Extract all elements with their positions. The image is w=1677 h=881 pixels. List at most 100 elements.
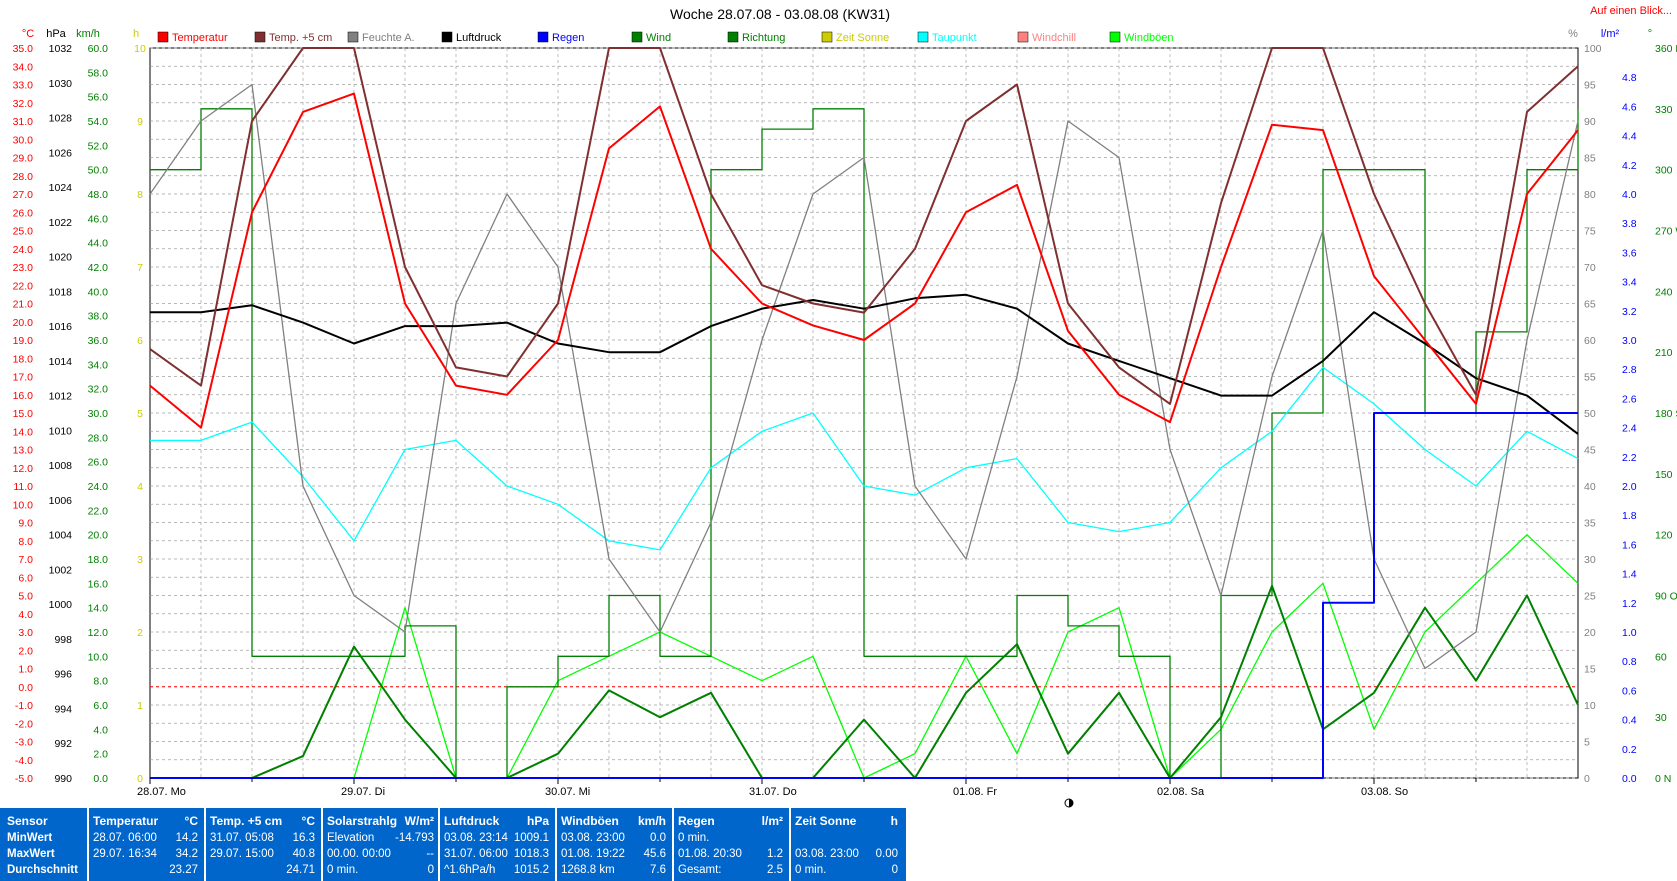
sun-tick: 4 — [137, 481, 143, 493]
sun-tick: 1 — [137, 700, 143, 712]
humidity-tick: 0 — [1584, 773, 1590, 785]
humidity-tick: 15 — [1584, 664, 1596, 676]
temp-tick: 7.0 — [18, 554, 33, 566]
pressure-tick: 1024 — [49, 182, 73, 194]
direction-tick: 120 — [1655, 530, 1673, 542]
temp-tick: -1.0 — [15, 700, 33, 712]
axis-unit: km/h — [76, 28, 100, 40]
solar-duration: 0 min. — [327, 864, 359, 876]
sonne-avg: 0 — [891, 864, 898, 876]
rain-tick: 1.8 — [1622, 510, 1637, 522]
pressure-tick: 1020 — [49, 252, 73, 264]
temp-tick: 11.0 — [13, 481, 33, 493]
temp-tick: -5.0 — [15, 773, 33, 785]
wind-tick: 52.0 — [88, 140, 109, 152]
pressure-tick: 1002 — [49, 564, 73, 576]
direction-tick: 60 — [1655, 651, 1667, 663]
sun-tick: 3 — [137, 554, 143, 566]
regen-max-time: 01.08. 20:30 — [678, 848, 742, 860]
chart-series — [149, 47, 1579, 779]
regen-total: 2.5 — [767, 864, 783, 876]
humidity-tick: 100 — [1584, 43, 1602, 55]
direction-tick: 240 — [1655, 286, 1673, 298]
temp-tick: 33.0 — [13, 80, 34, 92]
pressure-tick: 1018 — [49, 286, 73, 298]
direction-tick: 90 O — [1655, 591, 1677, 603]
temp-tick: 35.0 — [13, 43, 34, 55]
rain-tick: 4.8 — [1622, 72, 1637, 84]
luftdruck-max: 1018.3 — [513, 848, 549, 860]
windboeen-header: Windböen — [561, 814, 619, 828]
legend-label: Regen — [552, 32, 584, 44]
legend-label: Richtung — [742, 32, 785, 44]
temp-tick: 3.0 — [18, 627, 33, 639]
rain-tick: 3.0 — [1622, 335, 1637, 347]
temp5-avg: 24.71 — [286, 864, 315, 876]
legend-swatch — [821, 31, 833, 43]
luftdruck-unit: hPa — [526, 814, 549, 828]
temp-tick: 19.0 — [13, 335, 34, 347]
weather-chart: Woche 28.07.08 - 03.08.08 (KW31) Auf ein… — [13, 5, 1677, 808]
sonne-unit: h — [890, 814, 898, 828]
wind-tick: 60.0 — [88, 43, 109, 55]
temperatur-max: 34.2 — [175, 848, 198, 860]
temp5-min-time: 31.07. 05:08 — [210, 832, 274, 844]
temp-tick: -2.0 — [15, 718, 33, 730]
legend-swatch — [727, 31, 739, 43]
temp5-header: Temp. +5 cm — [210, 814, 283, 828]
series-richtung — [150, 108, 1579, 779]
legend-swatch — [631, 31, 643, 43]
pressure-tick: 1012 — [49, 391, 73, 403]
wind-tick: 24.0 — [88, 481, 109, 493]
rain-tick: 2.8 — [1622, 364, 1637, 376]
summary-windboeen: Windböen km/h 03.08. 23:00 0.0 01.08. 19… — [557, 808, 672, 881]
direction-tick: 210 — [1655, 347, 1673, 359]
pressure-tick: 990 — [54, 773, 72, 785]
rain-tick: 3.8 — [1622, 218, 1637, 230]
temperatur-min: 14.2 — [175, 832, 198, 844]
sun-tick: 10 — [134, 43, 146, 55]
temp-tick: -3.0 — [15, 737, 33, 749]
day-label: 31.07. Do — [749, 786, 797, 798]
axis-unit: °C — [22, 28, 34, 40]
legend-swatch — [1017, 31, 1029, 43]
humidity-tick: 5 — [1584, 737, 1590, 749]
wind-tick: 8.0 — [93, 676, 108, 688]
windboeen-min: 0.0 — [650, 832, 666, 844]
legend-swatch — [537, 31, 549, 43]
summary-temperatur: Temperatur °C 28.07. 06:00 14.2 29.07. 1… — [89, 808, 204, 881]
temperatur-min-time: 28.07. 06:00 — [93, 832, 157, 844]
overview-link[interactable]: Auf einen Blick... — [1590, 5, 1672, 17]
summary-regen: Regen l/m² 0 min. 01.08. 20:30 1.2 Gesam… — [674, 808, 789, 881]
wind-tick: 32.0 — [88, 384, 109, 396]
axis-unit: % — [1568, 28, 1578, 40]
humidity-tick: 70 — [1584, 262, 1596, 274]
direction-tick: 30 — [1655, 712, 1667, 724]
wind-tick: 36.0 — [88, 335, 109, 347]
rain-tick: 1.6 — [1622, 539, 1637, 551]
pressure-tick: 1030 — [49, 78, 73, 90]
temp-tick: 30.0 — [13, 134, 34, 146]
wind-tick: 2.0 — [93, 749, 108, 761]
summary-sensor: Sensor MinWert MaxWert Durchschnitt — [0, 808, 87, 881]
temp-tick: 28.0 — [13, 171, 34, 183]
day-label: 28.07. Mo — [137, 786, 186, 798]
sonne-max-time: 03.08. 23:00 — [795, 848, 859, 860]
solar-elev-value: -14.793 — [394, 832, 434, 844]
temp-tick: 31.0 — [13, 116, 34, 128]
rain-tick: 3.2 — [1622, 306, 1637, 318]
day-label: 30.07. Mi — [545, 786, 590, 798]
temp5-min: 16.3 — [292, 832, 315, 844]
windboeen-min-time: 03.08. 23:00 — [561, 832, 625, 844]
series-temp-5-cm — [149, 47, 1579, 405]
chart-title: Woche 28.07.08 - 03.08.08 (KW31) — [670, 6, 890, 22]
rain-tick: 0.8 — [1622, 656, 1637, 668]
axis-unit: h — [133, 28, 139, 40]
summary-temp5: Temp. +5 cm °C 31.07. 05:08 16.3 29.07. … — [206, 808, 321, 881]
humidity-tick: 80 — [1584, 189, 1596, 201]
humidity-tick: 65 — [1584, 299, 1596, 311]
wind-tick: 16.0 — [88, 578, 109, 590]
pressure-tick: 1006 — [49, 495, 73, 507]
wind-tick: 4.0 — [93, 724, 108, 736]
direction-tick: 300 — [1655, 165, 1673, 177]
